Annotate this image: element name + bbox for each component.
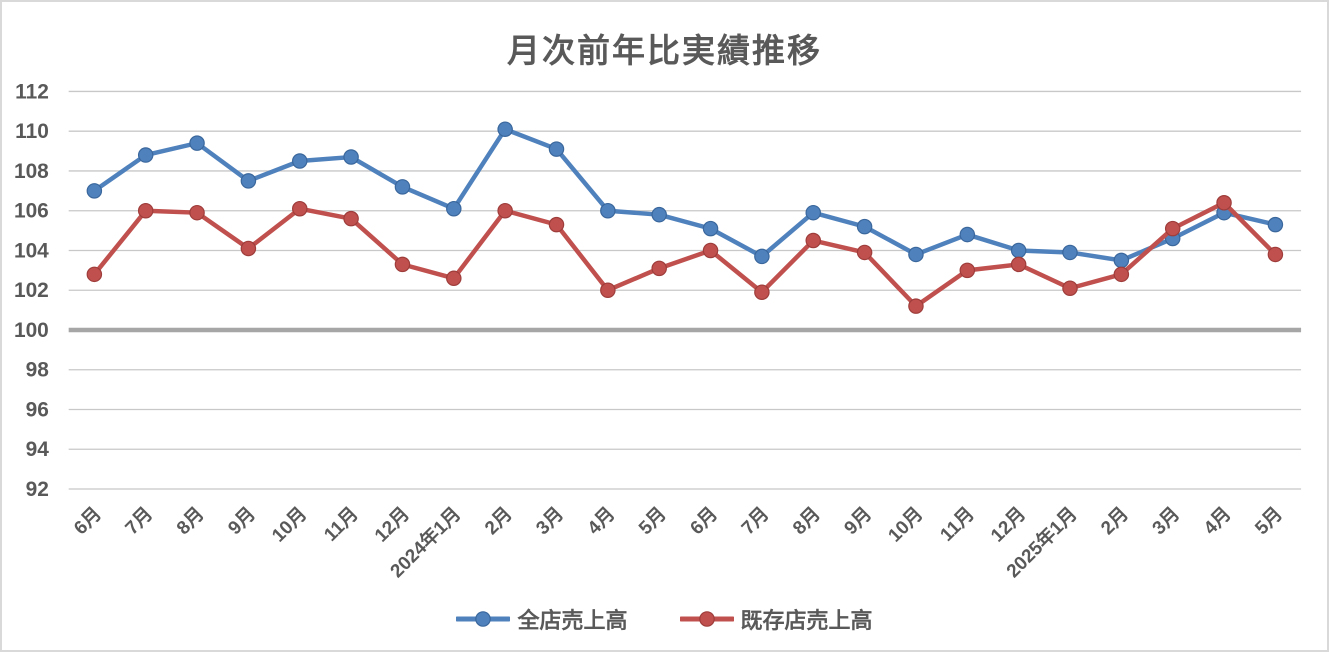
- data-point: [240, 173, 257, 189]
- data-point: [446, 270, 462, 287]
- data-point: [702, 242, 719, 259]
- x-axis-tick-label: 9月: [224, 504, 260, 540]
- x-axis-tick-label: 2月: [481, 504, 517, 540]
- series-line-0: [92, 126, 1278, 263]
- data-point: [908, 246, 924, 263]
- legend-line-marker-icon: [679, 611, 734, 627]
- x-axis-tick-label: 11月: [936, 504, 978, 546]
- data-point: [805, 204, 822, 221]
- data-point: [600, 282, 616, 298]
- x-axis-tick-label: 12月: [371, 504, 414, 547]
- data-point: [86, 183, 103, 199]
- x-axis-tick-label: 11月: [320, 504, 362, 546]
- y-axis-tick-label: 106: [14, 200, 49, 223]
- data-point: [651, 260, 667, 277]
- x-axis-tick-label: 10月: [884, 504, 927, 547]
- x-axis-tick-label: 6月: [70, 504, 106, 540]
- data-point: [1164, 220, 1181, 237]
- data-point: [754, 248, 770, 265]
- data-point: [702, 220, 719, 237]
- x-axis-tick-label: 7月: [122, 504, 158, 540]
- data-point: [343, 149, 359, 165]
- x-axis-tick-label: 8月: [789, 504, 825, 540]
- data-point: [1267, 246, 1284, 263]
- y-axis-tick-label: 104: [14, 239, 49, 262]
- y-axis-tick-label: 110: [15, 120, 49, 143]
- data-point: [137, 202, 154, 219]
- data-point: [189, 204, 205, 221]
- data-point: [189, 135, 205, 151]
- y-axis-tick-label: 100: [14, 319, 49, 342]
- data-point: [856, 244, 873, 261]
- y-axis-tick-label: 98: [26, 359, 49, 382]
- data-point: [343, 210, 359, 227]
- data-point: [1062, 280, 1078, 296]
- data-point: [908, 298, 924, 314]
- data-point: [446, 200, 462, 217]
- x-axis-tick-label: 2月: [1097, 504, 1133, 540]
- x-axis-tick-label: 4月: [1200, 504, 1236, 540]
- data-point: [1113, 266, 1130, 283]
- legend-line-marker-icon: [456, 611, 511, 627]
- x-axis-tick-label: 5月: [635, 504, 671, 540]
- data-point: [1062, 244, 1078, 261]
- legend-label-existing-stores: 既存店売上高: [740, 608, 873, 633]
- data-point: [1267, 216, 1284, 233]
- chart-title: 月次前年比実績推移: [507, 32, 822, 69]
- legend-item-existing-stores: 既存店売上高: [679, 603, 873, 635]
- y-axis-tick-label: 102: [14, 279, 49, 302]
- x-axis-tick-label: 3月: [532, 504, 568, 540]
- data-point: [394, 256, 411, 273]
- data-point: [1216, 195, 1232, 211]
- x-axis-tick-label: 6月: [686, 504, 722, 540]
- legend-label-all-stores: 全店売上高: [517, 608, 628, 633]
- data-point: [291, 200, 308, 217]
- data-point: [754, 284, 770, 300]
- y-axis-tick-label: 94: [26, 438, 50, 461]
- x-axis-tick-label: 9月: [840, 504, 876, 540]
- data-point: [600, 202, 616, 219]
- y-axis-tick-label: 92: [26, 478, 49, 501]
- data-point: [1113, 252, 1130, 269]
- data-point: [959, 226, 976, 243]
- data-point: [548, 216, 565, 233]
- x-axis-tick-label: 5月: [1251, 504, 1287, 540]
- x-axis-tick-label: 7月: [738, 504, 774, 540]
- series-line-1: [92, 200, 1278, 309]
- y-axis-tick-label: 112: [15, 80, 49, 103]
- x-axis-tick-label: 3月: [1149, 504, 1185, 540]
- data-point: [394, 179, 411, 195]
- x-axis-tick-label: 10月: [268, 504, 311, 547]
- x-axis-tick-label: 8月: [173, 504, 209, 540]
- x-axis-tick-label: 12月: [987, 504, 1030, 547]
- data-point: [137, 147, 154, 163]
- data-point: [1010, 242, 1027, 259]
- data-point: [86, 266, 103, 283]
- data-point: [291, 153, 308, 169]
- data-point: [959, 262, 976, 279]
- data-point: [1010, 256, 1027, 273]
- data-point: [240, 240, 257, 257]
- y-axis-tick-label: 96: [26, 398, 49, 421]
- y-axis-tick-label: 108: [14, 160, 49, 183]
- data-point: [856, 218, 873, 235]
- chart-legend: 全店売上高 既存店売上高: [2, 597, 1327, 641]
- data-point: [651, 206, 667, 223]
- legend-item-all-stores: 全店売上高: [456, 603, 628, 635]
- x-axis-tick-label: 4月: [584, 504, 620, 540]
- data-point: [497, 121, 513, 137]
- data-point: [548, 141, 565, 157]
- data-point: [497, 202, 513, 219]
- data-point: [805, 232, 822, 249]
